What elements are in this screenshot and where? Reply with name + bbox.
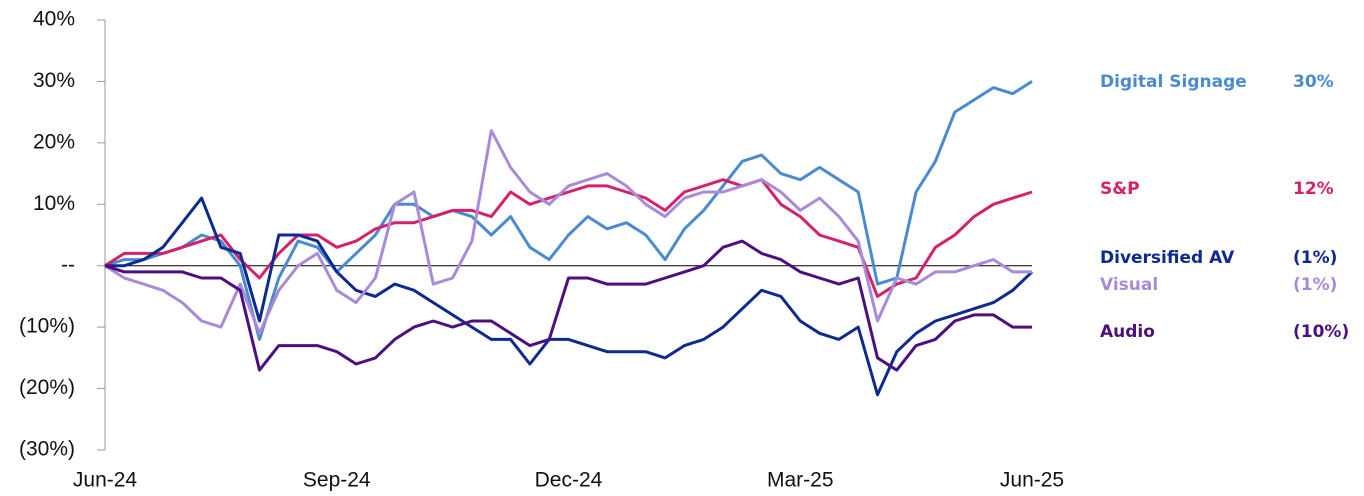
end-value-label: (10%) bbox=[1293, 322, 1349, 342]
legend-name: Digital Signage bbox=[1100, 72, 1247, 92]
x-tick-label: Mar-25 bbox=[767, 469, 834, 492]
end-value-label: 30% bbox=[1293, 72, 1334, 92]
legend-name: S&P bbox=[1100, 179, 1140, 199]
end-value-label: (1%) bbox=[1293, 275, 1337, 295]
series-line bbox=[104, 239, 1032, 372]
y-tick-label: 40% bbox=[33, 8, 75, 31]
legend-name: Diversified AV bbox=[1100, 248, 1235, 268]
series-line bbox=[104, 178, 1033, 298]
y-tick-label: 30% bbox=[33, 69, 75, 92]
y-tick-label: (10%) bbox=[19, 315, 75, 338]
x-tick-label: Sep-24 bbox=[303, 469, 371, 492]
series-line bbox=[104, 80, 1033, 341]
y-tick-label: (20%) bbox=[19, 376, 75, 399]
x-tick-label: Dec-24 bbox=[535, 469, 603, 492]
end-value-label: 12% bbox=[1293, 179, 1334, 199]
x-tick-label: Jun-25 bbox=[1000, 469, 1064, 492]
y-tick-label: 10% bbox=[33, 192, 75, 215]
x-tick-label: Jun-24 bbox=[73, 469, 138, 492]
legend-name: Visual bbox=[1100, 275, 1158, 295]
series-line bbox=[104, 129, 1032, 335]
y-tick-label: -- bbox=[61, 253, 75, 276]
end-value-label: (1%) bbox=[1293, 248, 1337, 268]
y-tick-label: 20% bbox=[33, 130, 75, 153]
y-tick-label: (30%) bbox=[19, 438, 75, 461]
series-line bbox=[105, 196, 1034, 397]
legend-name: Audio bbox=[1100, 322, 1155, 342]
